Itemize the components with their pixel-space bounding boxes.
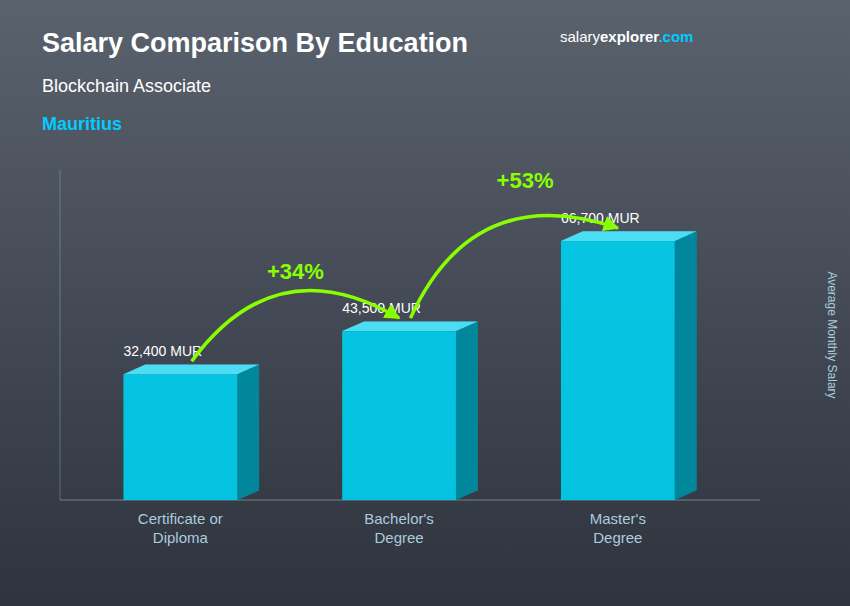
bars [123, 231, 696, 500]
background [0, 0, 850, 606]
bar-top [342, 321, 478, 331]
bar-side [675, 231, 697, 500]
x-tick-label: Certificate or Diploma [138, 510, 223, 546]
subtitle: Blockchain Associate [42, 76, 211, 96]
country: Mauritius [42, 114, 122, 134]
growth-arrow [410, 216, 617, 319]
growth-label: +34% [267, 259, 324, 284]
website-part: explorer [600, 28, 659, 45]
bar-side-shade [237, 365, 259, 500]
growth-label: +53% [497, 168, 554, 193]
x-tick-label-line: Bachelor's [364, 510, 434, 527]
x-tick-label: Master's Degree [590, 510, 646, 546]
bar-group [123, 365, 259, 500]
y-axis-line [60, 170, 61, 500]
y-axis-label: Average Monthly Salary [825, 271, 839, 398]
chart: Salary Comparison By Education Blockchain… [0, 0, 850, 606]
bar-top-shade [561, 231, 697, 241]
x-tick-label-line: Master's [590, 510, 646, 527]
x-tick-label: Bachelor's Degree [364, 510, 434, 546]
x-tick-label-line: Degree [593, 529, 642, 546]
bar-top-shade [123, 365, 259, 375]
bar-side-shade [675, 231, 697, 500]
x-tick-label-line: Degree [374, 529, 423, 546]
bar-side-shade [456, 321, 478, 500]
growth-arrow [192, 291, 399, 362]
bar-group [342, 321, 478, 500]
bar-group [561, 231, 697, 500]
bar-top-shade [342, 321, 478, 331]
x-tick-label-line: Diploma [153, 529, 209, 546]
bar-top [123, 365, 259, 375]
bar-side [456, 321, 478, 500]
bar [561, 241, 675, 500]
bar [342, 331, 456, 500]
x-tick-label-line: Certificate or [138, 510, 223, 527]
title: Salary Comparison By Education [42, 28, 468, 58]
website-part: salary [560, 28, 601, 45]
website: salaryexplorer.com [560, 28, 693, 45]
bar-side [237, 365, 259, 500]
bar-top [561, 231, 697, 241]
value-label: 32,400 MUR [124, 343, 203, 359]
website-part: .com [658, 28, 693, 45]
bar [123, 374, 237, 500]
